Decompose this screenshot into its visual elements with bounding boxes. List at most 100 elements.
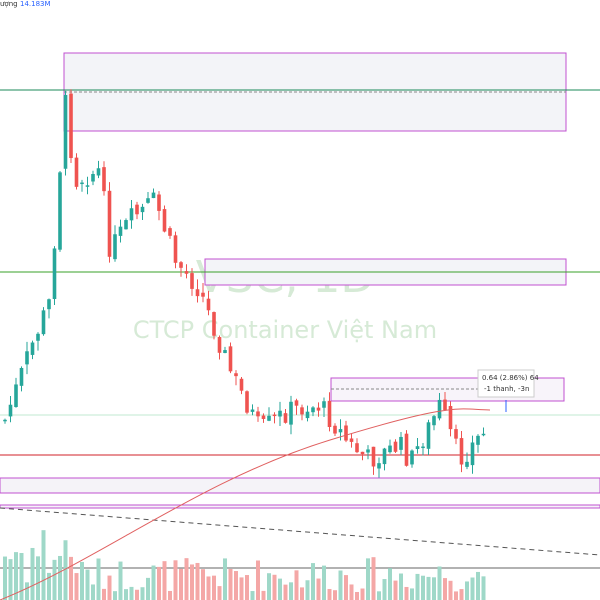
candle-body [85, 185, 90, 187]
volume-bar [234, 571, 238, 600]
volume-bar [96, 558, 101, 600]
trend-line [0, 507, 600, 556]
measure-text: -1 thanh, -3n [484, 385, 529, 393]
candle-body [107, 190, 112, 257]
measure-box [477, 369, 535, 398]
volume-bar [272, 574, 277, 600]
volume-bars [3, 530, 486, 600]
volume-bar [261, 590, 266, 600]
measure-text: 0.64 (2.86%) 64 [482, 374, 539, 382]
volume-bar [69, 556, 73, 600]
candle-body [113, 234, 117, 260]
candle-body [465, 461, 469, 467]
volume-bar [349, 584, 354, 600]
volume-bar [289, 582, 293, 600]
candle-body [118, 226, 123, 236]
candle-body [102, 167, 106, 192]
volume-bar [30, 547, 35, 600]
candle-body [432, 416, 436, 426]
candle-body [454, 429, 458, 439]
candle-body [228, 346, 233, 372]
candle-body [481, 433, 486, 436]
candle-body [294, 400, 299, 406]
zone [63, 52, 567, 132]
volume-bar [371, 557, 376, 600]
volume-bar [140, 587, 145, 600]
watermark-company: CTCP Container Việt Nam [133, 316, 437, 344]
volume-bar [47, 572, 51, 600]
candle-body [360, 451, 365, 455]
volume-bar [179, 568, 183, 600]
volume-bar [162, 561, 167, 600]
candle-body [399, 436, 403, 450]
candle-body [250, 409, 255, 412]
volume-bar [190, 564, 194, 600]
volume-bar [212, 575, 216, 600]
volume-bar [448, 580, 453, 600]
volume-bar [333, 590, 337, 600]
candle-body [58, 172, 62, 250]
candle-body [14, 384, 18, 407]
candle-body [410, 450, 414, 465]
volume-bar [382, 579, 387, 600]
candle-body [443, 399, 447, 411]
volume-bar [228, 568, 233, 600]
volume-bar [355, 591, 359, 600]
candle-body [223, 350, 227, 354]
candle-body [256, 411, 260, 417]
volume-bar [470, 577, 475, 600]
volume-bar [80, 561, 84, 600]
volume-bar [217, 586, 222, 600]
volume-label: ượng [0, 0, 18, 8]
candle-body [437, 399, 442, 419]
volume-bar [135, 589, 139, 600]
volume-bar [294, 570, 299, 600]
volume-bar [74, 573, 79, 600]
candle-body [36, 333, 40, 341]
zones [0, 52, 600, 569]
candle-body [261, 415, 266, 419]
volume-bar [107, 575, 112, 600]
volume-bar [173, 560, 178, 600]
candle-body [355, 443, 359, 453]
candle-body [52, 248, 57, 300]
volume-bar [377, 591, 381, 600]
candle-body [404, 433, 409, 466]
candle-body [157, 194, 161, 211]
volume-bar [465, 581, 469, 600]
candle-body [239, 378, 244, 391]
candle-body [206, 298, 211, 311]
volume-bar [399, 573, 403, 600]
volume-bar [239, 577, 244, 600]
volume-bar [300, 587, 304, 600]
volume-bar [404, 586, 409, 600]
volume-bar [388, 568, 392, 600]
candle-body [388, 445, 392, 453]
volume-bar [267, 573, 271, 600]
volume-bar [129, 586, 134, 600]
candle-body [300, 407, 304, 415]
candle-body [426, 422, 431, 449]
volume-bar [146, 577, 150, 600]
volume-bar [157, 566, 161, 600]
volume-bar [3, 556, 7, 600]
candle-body [322, 401, 326, 408]
candle-body [448, 406, 453, 430]
volume-bar [8, 559, 13, 600]
volume-bar [19, 553, 24, 600]
candle-body [415, 446, 420, 450]
volume-bar [426, 576, 431, 600]
volume-bar [476, 571, 480, 600]
candle-body [327, 400, 332, 428]
volume-bar [118, 561, 123, 600]
candle-body [30, 342, 35, 355]
volume-bar [201, 569, 205, 600]
zone [0, 477, 600, 494]
volume-bar [113, 591, 117, 600]
candle-body [173, 235, 178, 263]
candle-body [366, 449, 370, 453]
candle-body [140, 206, 145, 213]
volume-bar [327, 588, 332, 600]
volume-bar [245, 575, 249, 600]
candle-body [311, 407, 315, 413]
